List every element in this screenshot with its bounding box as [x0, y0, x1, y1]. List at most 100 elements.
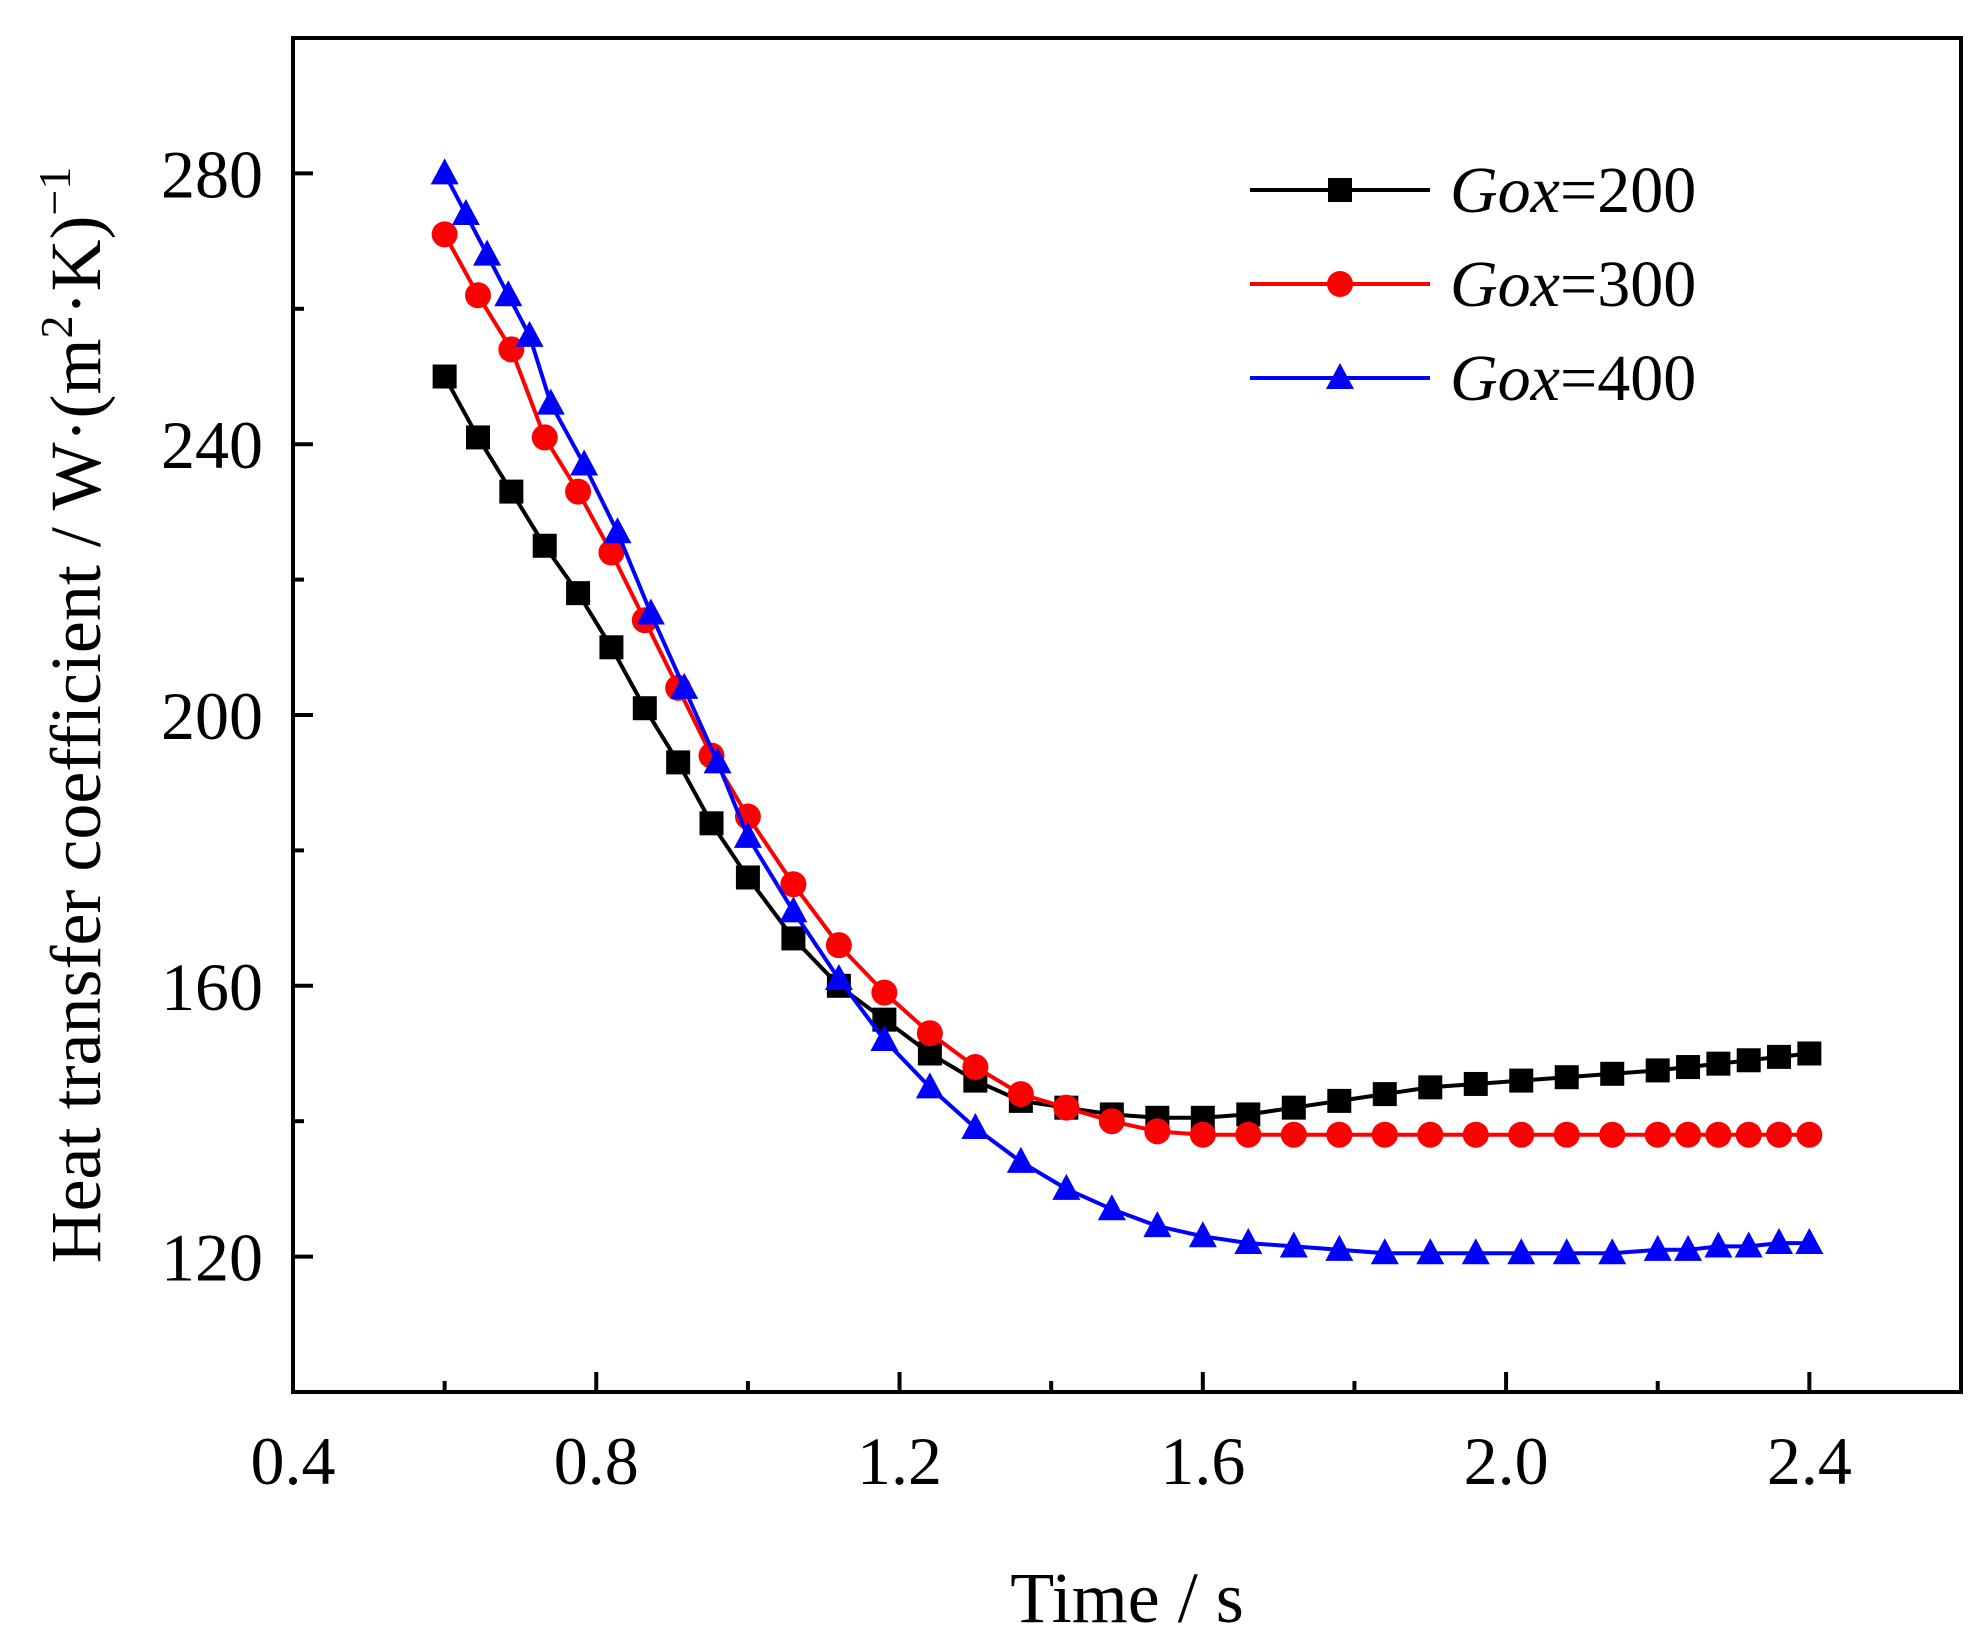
- x-tick-label: 2.4: [1767, 1423, 1852, 1499]
- data-point: [781, 926, 806, 951]
- data-point: [1765, 1228, 1794, 1255]
- data-point: [1235, 1121, 1262, 1148]
- data-point: [1704, 1231, 1733, 1258]
- data-point: [599, 635, 624, 660]
- data-point: [465, 425, 490, 450]
- y-axis-title-exp: −1: [29, 167, 80, 216]
- data-point: [1705, 1121, 1732, 1148]
- data-point: [735, 865, 760, 890]
- x-tick-labels: 0.4 0.8 1.2 1.6 2.0 2.4: [251, 1423, 1852, 1499]
- legend-label: Gox=200: [1450, 154, 1696, 227]
- data-point: [1507, 1238, 1536, 1265]
- y-tick-label: 280: [161, 136, 263, 212]
- y-axis-title-mid: ·K): [36, 216, 116, 316]
- data-point: [632, 696, 657, 721]
- data-point: [1736, 1048, 1761, 1073]
- legend-marker: [1326, 363, 1354, 389]
- data-point: [1600, 1061, 1625, 1086]
- legend-item: Gox=300: [1250, 248, 1696, 321]
- data-point: [451, 199, 480, 226]
- data-point: [1417, 1121, 1444, 1148]
- data-point: [1007, 1081, 1034, 1108]
- x-tick-label: 0.8: [554, 1423, 639, 1499]
- x-tick-label: 0.4: [251, 1423, 336, 1499]
- series-line: [442, 375, 1810, 1120]
- y-axis-title: Heat transfer coefficient / W·(m2·K)−1: [29, 167, 116, 1264]
- series-3: [430, 158, 1824, 1265]
- data-point: [1735, 1121, 1762, 1148]
- data-point: [499, 479, 524, 504]
- data-point: [1553, 1121, 1580, 1148]
- legend-item: Gox=400: [1250, 342, 1696, 415]
- axis-ticks: [291, 36, 1812, 1394]
- series-1: [432, 364, 1822, 1130]
- data-point: [430, 158, 459, 185]
- data-point: [1144, 1118, 1171, 1145]
- data-point: [603, 517, 632, 544]
- data-point: [871, 979, 898, 1006]
- x-tick-label: 1.2: [857, 1423, 942, 1499]
- data-point: [1599, 1121, 1626, 1148]
- data-point: [494, 280, 523, 307]
- data-point: [1766, 1121, 1793, 1148]
- data-point: [1370, 1238, 1399, 1265]
- data-point: [916, 1020, 943, 1047]
- data-point: [1734, 1231, 1763, 1258]
- data-point: [1598, 1238, 1627, 1265]
- y-axis-title-sup: 2: [31, 316, 82, 339]
- data-point: [464, 282, 491, 309]
- data-point: [1098, 1108, 1125, 1135]
- data-point: [1796, 1121, 1823, 1148]
- data-point: [1281, 1095, 1306, 1120]
- legend-marker: [1328, 178, 1352, 202]
- series-2: [431, 221, 1823, 1148]
- y-tick-label: 240: [161, 407, 263, 483]
- data-point: [1097, 1194, 1126, 1221]
- legend-label: Gox=400: [1450, 342, 1696, 415]
- data-point: [636, 598, 665, 625]
- data-point: [1645, 1058, 1670, 1083]
- x-axis-title: Time / s: [1010, 1558, 1243, 1638]
- data-point: [1053, 1094, 1080, 1121]
- data-point: [1706, 1051, 1731, 1076]
- data-point: [1189, 1121, 1216, 1148]
- data-point: [1279, 1231, 1308, 1258]
- y-tick-label: 160: [161, 949, 263, 1025]
- data-point: [1643, 1234, 1672, 1261]
- data-point: [598, 539, 625, 566]
- data-point: [915, 1072, 944, 1099]
- plot-frame: [291, 36, 1963, 1394]
- data-point: [779, 896, 808, 923]
- data-point: [1644, 1121, 1671, 1148]
- data-point: [1552, 1238, 1581, 1265]
- data-point: [1508, 1121, 1535, 1148]
- legend-marker: [1327, 271, 1353, 297]
- data-point: [1675, 1121, 1702, 1148]
- legend-label: Gox=300: [1450, 248, 1696, 321]
- legend-item: Gox=200: [1250, 154, 1696, 227]
- data-point: [962, 1054, 989, 1081]
- data-point: [1372, 1082, 1397, 1107]
- data-point: [1463, 1071, 1488, 1096]
- y-tick-labels: 120 160 200 240 280: [161, 136, 263, 1295]
- data-point: [1416, 1238, 1445, 1265]
- data-point: [473, 239, 502, 266]
- data-point: [1767, 1044, 1792, 1069]
- data-point: [1188, 1221, 1217, 1248]
- data-point: [1052, 1173, 1081, 1200]
- data-point: [1674, 1234, 1703, 1261]
- y-tick-label: 200: [161, 678, 263, 754]
- data-point: [532, 533, 557, 558]
- x-tick-label: 1.6: [1160, 1423, 1245, 1499]
- data-point: [570, 449, 599, 476]
- data-point: [1797, 1041, 1822, 1066]
- data-point: [699, 811, 724, 836]
- y-axis-title-prefix: Heat transfer coefficient / W·(m: [36, 339, 116, 1264]
- data-point: [733, 821, 762, 848]
- data-point: [1143, 1211, 1172, 1238]
- series-layer: [430, 158, 1824, 1265]
- data-point: [670, 672, 699, 699]
- data-point: [1509, 1068, 1534, 1093]
- data-point: [515, 320, 544, 347]
